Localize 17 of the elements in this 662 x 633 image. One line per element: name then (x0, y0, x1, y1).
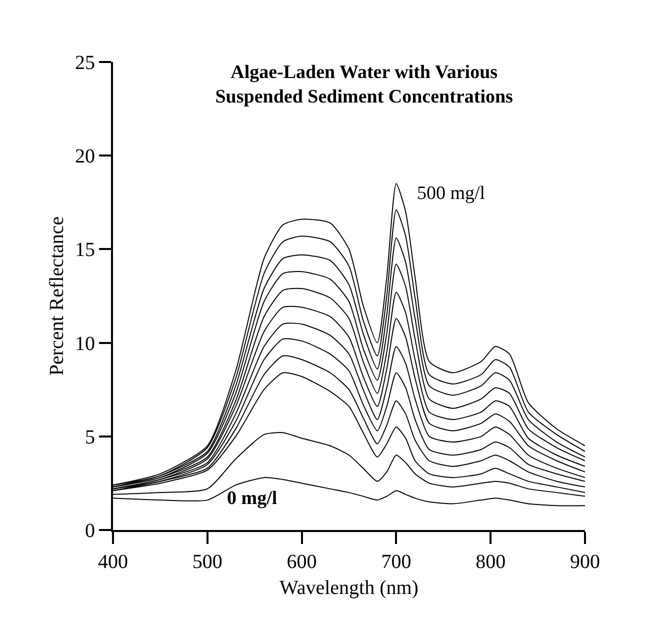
y-tick-label: 5 (85, 426, 95, 448)
y-tick-label: 0 (85, 520, 95, 542)
x-tick-label: 600 (286, 551, 317, 573)
x-tick-label: 900 (570, 551, 600, 573)
x-tick-label: 400 (98, 551, 128, 573)
y-tick-label: 10 (75, 332, 95, 355)
annotation: 0 mg/l (227, 488, 278, 509)
y-axis-title: Percent Reflectance (46, 216, 68, 376)
text: Algae-Laden Water with Various Suspended Sediment Concentrations (215, 62, 513, 108)
x-tick-label: 700 (381, 551, 412, 573)
x-axis-title: Wavelength (nm) (280, 577, 418, 599)
y-tick-label: 25 (75, 52, 95, 74)
x-tick-label: 800 (476, 551, 506, 573)
y-tick-label: 20 (75, 146, 95, 168)
annotation: 500 mg/l (417, 183, 486, 204)
y-tick-label: 15 (75, 239, 95, 262)
x-tick-label: 500 (192, 551, 222, 573)
